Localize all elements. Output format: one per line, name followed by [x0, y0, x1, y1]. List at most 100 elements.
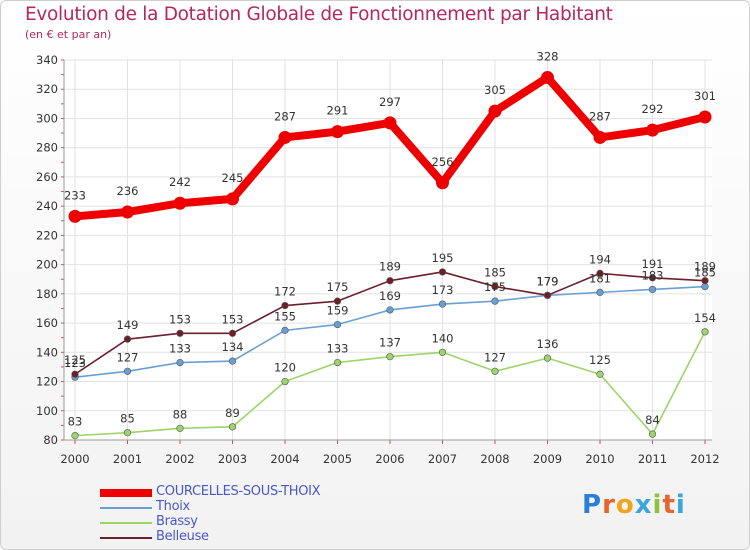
- data-point: [71, 370, 79, 378]
- logo-letter: o: [615, 490, 635, 520]
- y-tick-label: 160: [36, 316, 58, 330]
- data-point: [491, 297, 499, 305]
- data-point: [596, 370, 604, 378]
- data-label: 191: [642, 257, 664, 271]
- data-label: 179: [537, 274, 559, 288]
- data-point: [701, 328, 709, 336]
- x-tick-label: 2009: [533, 452, 562, 466]
- data-label: 195: [432, 251, 454, 265]
- data-point: [436, 176, 449, 190]
- data-label: 127: [484, 350, 506, 364]
- data-point: [278, 130, 292, 144]
- data-label: 153: [222, 312, 244, 326]
- data-point: [701, 277, 709, 285]
- data-point: [648, 274, 657, 282]
- data-label: 189: [379, 260, 401, 274]
- y-tick-label: 300: [36, 111, 58, 125]
- data-label: 153: [169, 312, 191, 326]
- data-label: 127: [117, 350, 139, 364]
- data-label: 140: [432, 331, 454, 345]
- legend-label-thoix: Thoix: [156, 499, 190, 514]
- data-point: [543, 354, 552, 362]
- data-point: [648, 285, 657, 294]
- data-point: [488, 104, 502, 118]
- data-label: 134: [222, 340, 244, 354]
- data-point: [333, 320, 342, 329]
- data-label: 120: [274, 361, 296, 375]
- data-point: [226, 192, 239, 206]
- data-label: 155: [274, 309, 296, 323]
- data-label: 125: [64, 353, 86, 367]
- x-tick-label: 2001: [113, 452, 142, 466]
- data-point: [281, 301, 289, 310]
- data-point: [176, 424, 184, 432]
- data-point: [71, 432, 79, 440]
- y-tick-label: 120: [36, 375, 58, 389]
- data-label: 159: [327, 304, 349, 318]
- data-label: 83: [68, 415, 83, 429]
- data-point: [228, 329, 237, 337]
- chart-title: Evolution de la Dotation Globale de Fonc…: [25, 4, 613, 25]
- y-tick-label: 240: [36, 199, 58, 213]
- data-point: [438, 348, 447, 356]
- data-label: 173: [432, 283, 454, 297]
- x-tick-label: 2003: [218, 452, 247, 466]
- data-point: [176, 329, 184, 337]
- x-tick-label: 2002: [165, 452, 194, 466]
- data-label: 125: [589, 353, 611, 367]
- data-label: 88: [173, 407, 188, 421]
- x-tick-label: 2006: [375, 452, 404, 466]
- logo-letter: P: [582, 490, 603, 520]
- data-label: 297: [379, 95, 401, 109]
- data-point: [541, 71, 554, 85]
- data-label: 136: [537, 337, 559, 351]
- data-label: 245: [222, 171, 244, 185]
- data-label: 242: [169, 175, 191, 189]
- legend-label-courcelles: COURCELLES-SOUS-THOIX: [156, 484, 321, 499]
- data-label: 287: [589, 109, 611, 123]
- data-point: [648, 430, 657, 438]
- legend-label-brassy: Brassy: [156, 514, 198, 529]
- data-label: 185: [694, 266, 716, 280]
- data-label: 84: [645, 413, 660, 427]
- data-point: [491, 367, 499, 375]
- data-label: 185: [484, 266, 506, 280]
- data-point: [331, 125, 344, 139]
- data-label: 291: [327, 104, 349, 118]
- data-label: 233: [64, 188, 86, 202]
- legend-swatch-belleuse: [100, 537, 152, 539]
- data-label: 189: [694, 260, 716, 274]
- y-tick-label: 80: [43, 433, 58, 447]
- data-point: [593, 130, 607, 144]
- data-label: 154: [694, 311, 716, 325]
- data-point: [491, 282, 499, 291]
- data-label: 179: [537, 274, 559, 288]
- data-point: [228, 423, 237, 431]
- data-point: [68, 209, 82, 223]
- data-label: 133: [327, 342, 349, 356]
- data-label: 236: [117, 184, 139, 198]
- y-tick-label: 140: [36, 345, 58, 359]
- data-point: [386, 353, 394, 361]
- data-point: [438, 268, 447, 276]
- data-point: [646, 123, 659, 137]
- x-tick-label: 2000: [60, 452, 89, 466]
- x-tick-label: 2005: [323, 452, 352, 466]
- data-point: [281, 326, 289, 334]
- logo-letter: i: [675, 490, 686, 520]
- data-label: 123: [64, 356, 86, 370]
- data-label: 287: [274, 109, 296, 123]
- chart-subtitle: (en € et par an): [25, 28, 112, 41]
- y-tick-label: 180: [36, 287, 58, 301]
- data-label: 305: [484, 83, 506, 97]
- y-tick-label: 200: [36, 258, 58, 272]
- data-label: 183: [642, 268, 664, 282]
- data-label: 89: [225, 406, 240, 420]
- data-point: [333, 358, 342, 367]
- y-tick-label: 280: [36, 141, 58, 155]
- data-label: 292: [642, 102, 664, 116]
- data-label: 301: [694, 89, 716, 103]
- data-point: [173, 196, 187, 210]
- x-tick-label: 2012: [690, 452, 719, 466]
